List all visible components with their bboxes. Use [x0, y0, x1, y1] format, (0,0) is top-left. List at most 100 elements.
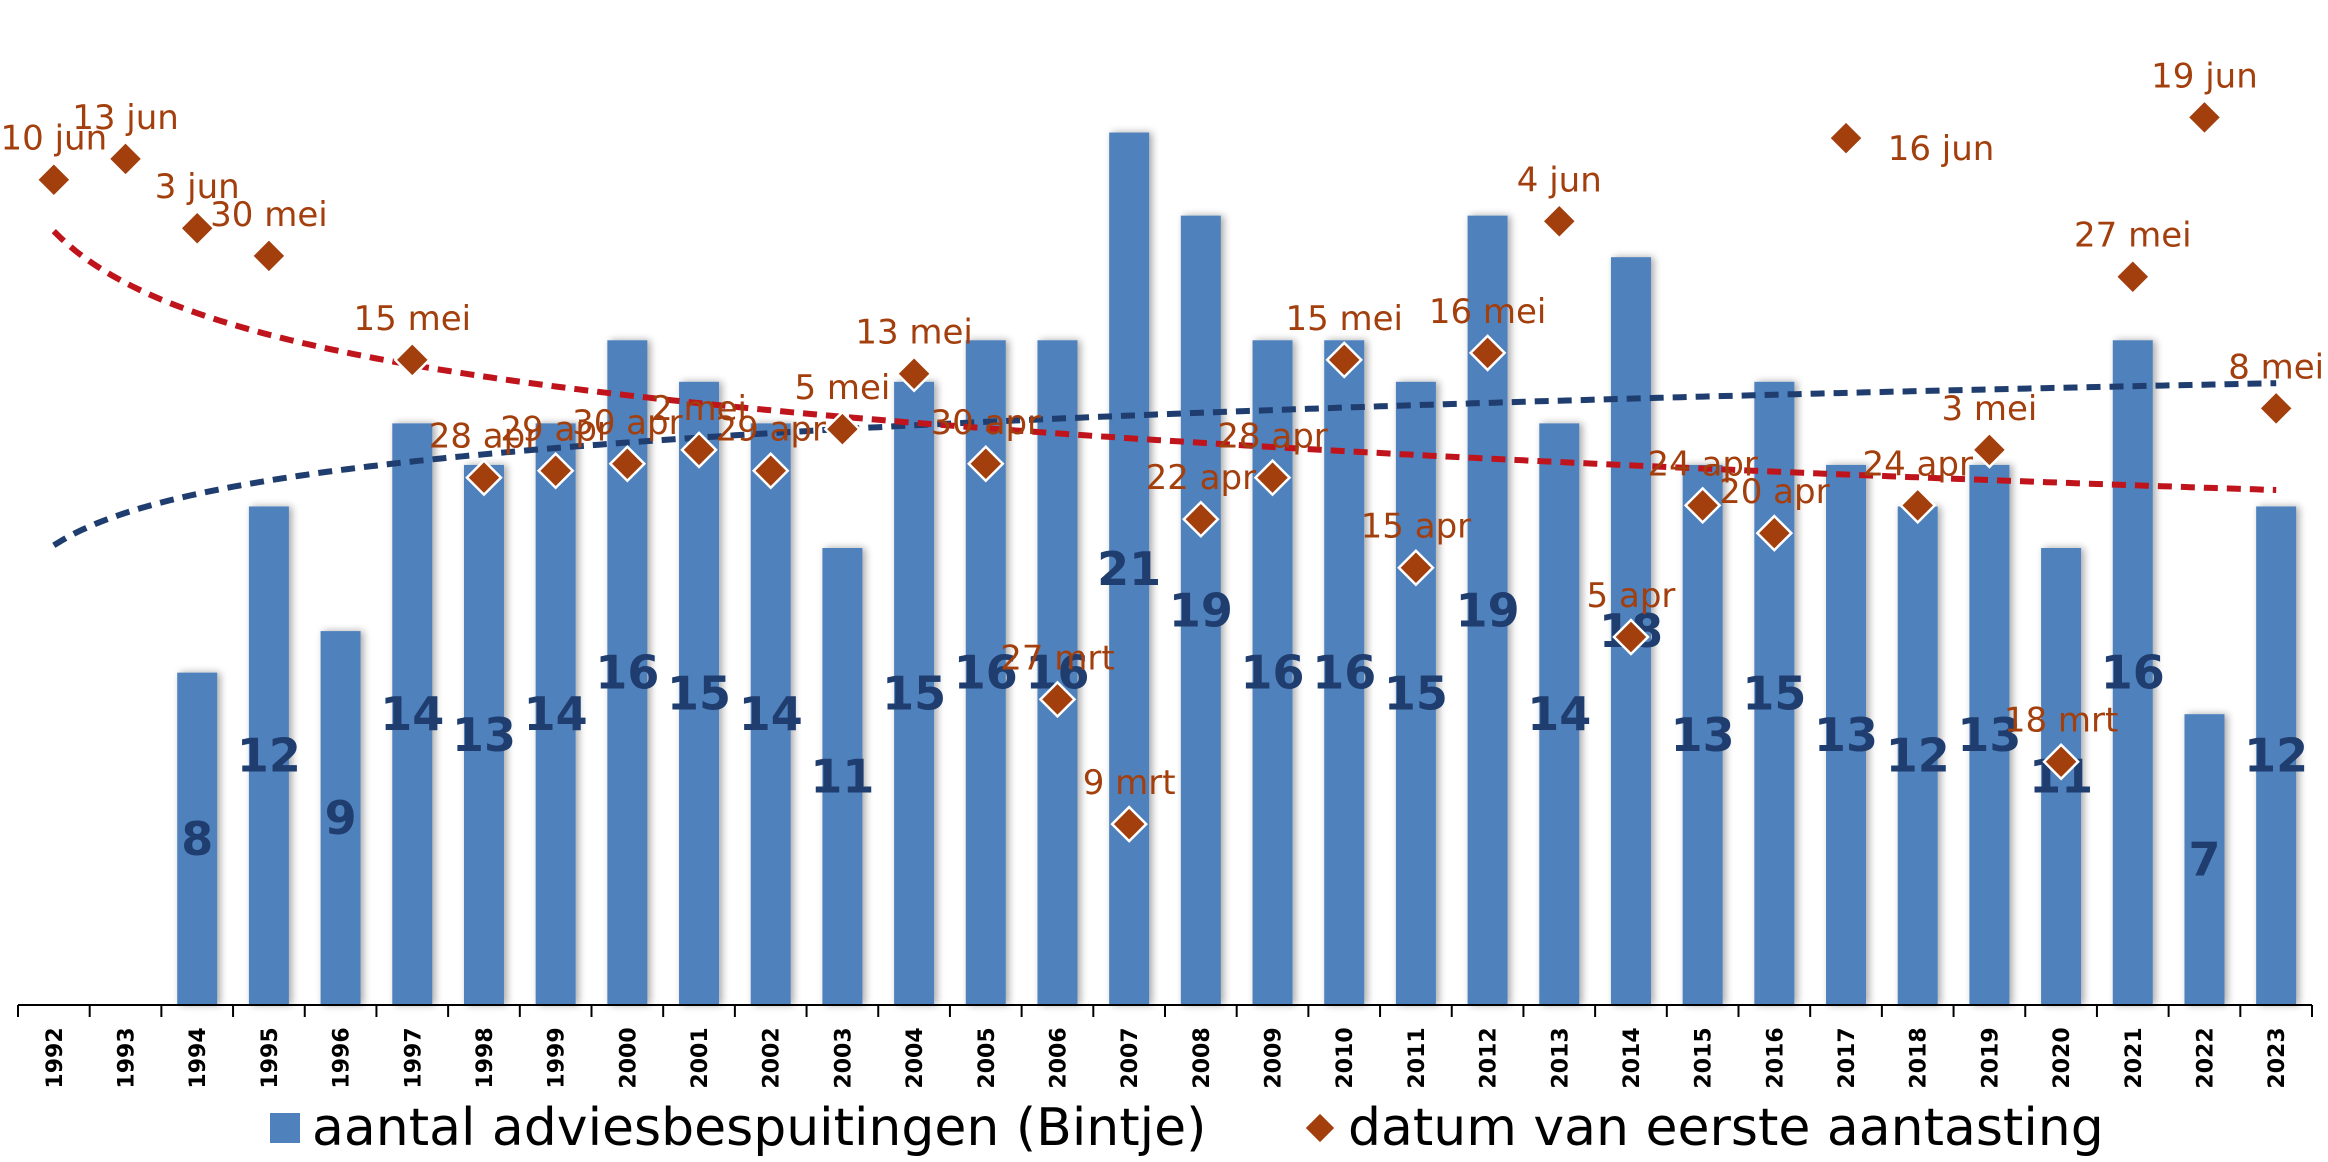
- x-tick-label-1996: 1996: [330, 1027, 355, 1088]
- bar-label-2002: 14: [739, 687, 803, 741]
- date-point-1993: [106, 140, 145, 178]
- x-tick-label-2004: 2004: [903, 1027, 928, 1088]
- bar-2004: [894, 381, 935, 1005]
- bar-label-2016: 15: [1742, 666, 1806, 720]
- legend-item-diamonds: datum van eerste aantasting: [1302, 1098, 2104, 1158]
- legend-item-bars: aantal adviesbespuitingen (Bintje): [270, 1098, 1206, 1158]
- bar-label-1996: 9: [325, 791, 357, 845]
- date-point-2012: [1468, 334, 1507, 372]
- bar-label-2012: 19: [1456, 583, 1520, 637]
- trend-layer: [51, 228, 2277, 548]
- bar-1997: [392, 423, 433, 1005]
- bar-label-1995: 12: [237, 729, 301, 783]
- bar-label-2000: 16: [595, 646, 659, 700]
- x-tick-label-2009: 2009: [1262, 1027, 1287, 1088]
- date-point-2017: [1827, 119, 1865, 157]
- date-point-2018: [1898, 486, 1937, 525]
- x-tick-label-2007: 2007: [1118, 1027, 1143, 1088]
- date-label-1997: 15 mei: [354, 299, 472, 339]
- date-label-2002: 29 apr: [715, 410, 825, 450]
- bars-layer: [177, 132, 2297, 1006]
- bar-2013: [1539, 423, 1580, 1005]
- date-label-1993: 13 jun: [72, 98, 179, 138]
- date-label-2017: 16 jun: [1888, 129, 1995, 169]
- date-point-2003: [823, 410, 862, 448]
- date-label-1994: 3 jun: [155, 167, 240, 207]
- date-point-2013: [1540, 202, 1579, 241]
- x-tick-label-1992: 1992: [43, 1027, 68, 1088]
- bar-label-2009: 16: [1241, 646, 1305, 700]
- date-label-2023: 8 mei: [2228, 347, 2324, 387]
- x-tick-label-1995: 1995: [258, 1027, 283, 1088]
- date-point-2000: [608, 445, 647, 483]
- x-axis: 1992 1993 1994 1995 1996 1997 1998 1999 2000 2001…: [17, 1004, 2313, 1089]
- x-tick-label-2015: 2015: [1692, 1027, 1717, 1088]
- date-point-1995: [250, 237, 288, 275]
- x-tick-label-1997: 1997: [401, 1027, 426, 1088]
- date-label-2003: 5 mei: [794, 368, 890, 408]
- date-point-2011: [1397, 548, 1435, 587]
- bar-trendline: [52, 380, 2277, 548]
- x-tick-label-2001: 2001: [688, 1027, 713, 1088]
- date-point-2009: [1253, 458, 1292, 497]
- date-label-1998: 28 apr: [429, 417, 539, 457]
- legend-bar-label: aantal adviesbespuitingen (Bintje): [312, 1098, 1207, 1158]
- date-label-2007: 9 mrt: [1083, 763, 1176, 803]
- bar-2018: [1897, 506, 1938, 1005]
- bar-2008: [1180, 215, 1221, 1006]
- x-tick-label-2021: 2021: [2122, 1027, 2147, 1088]
- bar-2022: [2184, 714, 2225, 1005]
- bar-2009: [1252, 340, 1293, 1006]
- bar-label-2011: 15: [1384, 666, 1448, 720]
- x-tick-label-1999: 1999: [545, 1027, 570, 1088]
- x-tick-label-2014: 2014: [1620, 1027, 1645, 1088]
- x-tick-label-2022: 2022: [2193, 1027, 2218, 1088]
- bar-label-2003: 11: [810, 750, 874, 804]
- date-point-2022: [2185, 98, 2224, 137]
- date-label-2013: 4 jun: [1517, 160, 1602, 200]
- x-tick-label-2023: 2023: [2265, 1027, 2290, 1088]
- date-label-2006: 27 mrt: [1000, 638, 1115, 678]
- date-label-2004: 13 mei: [855, 313, 973, 353]
- date-label-2012: 16 mei: [1429, 292, 1547, 332]
- x-tick-label-1993: 1993: [115, 1027, 140, 1088]
- x-tick-label-2010: 2010: [1333, 1027, 1358, 1088]
- date-label-2001: 2 mei: [651, 389, 747, 429]
- date-point-2008: [1182, 500, 1220, 538]
- bar-1995: [248, 506, 289, 1005]
- legend-bar-swatch: [270, 1113, 300, 1143]
- date-label-2015: 24 apr: [1647, 444, 1757, 484]
- x-tick-label-2013: 2013: [1548, 1027, 1573, 1088]
- bar-label-2017: 13: [1814, 708, 1878, 762]
- bar-2001: [679, 381, 720, 1005]
- date-point-2019: [1970, 431, 2009, 469]
- bar-label-2022: 7: [2188, 833, 2220, 887]
- bar-label-2008: 19: [1169, 583, 1233, 637]
- date-point-2020: [2042, 742, 2080, 781]
- x-tick-label-2000: 2000: [616, 1027, 641, 1088]
- bar-1998: [463, 464, 504, 1006]
- x-tick-label-2003: 2003: [831, 1027, 856, 1088]
- date-point-2001: [680, 431, 718, 469]
- date-label-2022: 19 jun: [2151, 56, 2258, 96]
- x-tick-label-2008: 2008: [1190, 1027, 1215, 1088]
- date-point-2023: [2257, 389, 2295, 428]
- x-tick-label-2006: 2006: [1046, 1027, 1071, 1088]
- bar-label-1999: 14: [524, 687, 588, 741]
- x-tick-label-2002: 2002: [760, 1027, 785, 1088]
- date-trendline: [51, 228, 2277, 493]
- bar-label-2013: 14: [1527, 687, 1591, 741]
- bar-2016: [1754, 381, 1795, 1005]
- date-label-2005: 30 apr: [931, 403, 1041, 443]
- bar-label-2001: 15: [667, 666, 731, 720]
- bar-label-2021: 16: [2101, 646, 2165, 700]
- bar-label-2019: 13: [1957, 708, 2021, 762]
- bar-2015: [1682, 464, 1723, 1006]
- date-point-2004: [895, 354, 933, 393]
- legend: aantal adviesbespuitingen (Bintje) datum…: [0, 1098, 2328, 1158]
- x-tick-label-1998: 1998: [473, 1027, 498, 1088]
- date-point-2007: [1110, 805, 1148, 843]
- date-label-2016: 20 apr: [1719, 472, 1829, 512]
- bar-label-2004: 15: [882, 666, 946, 720]
